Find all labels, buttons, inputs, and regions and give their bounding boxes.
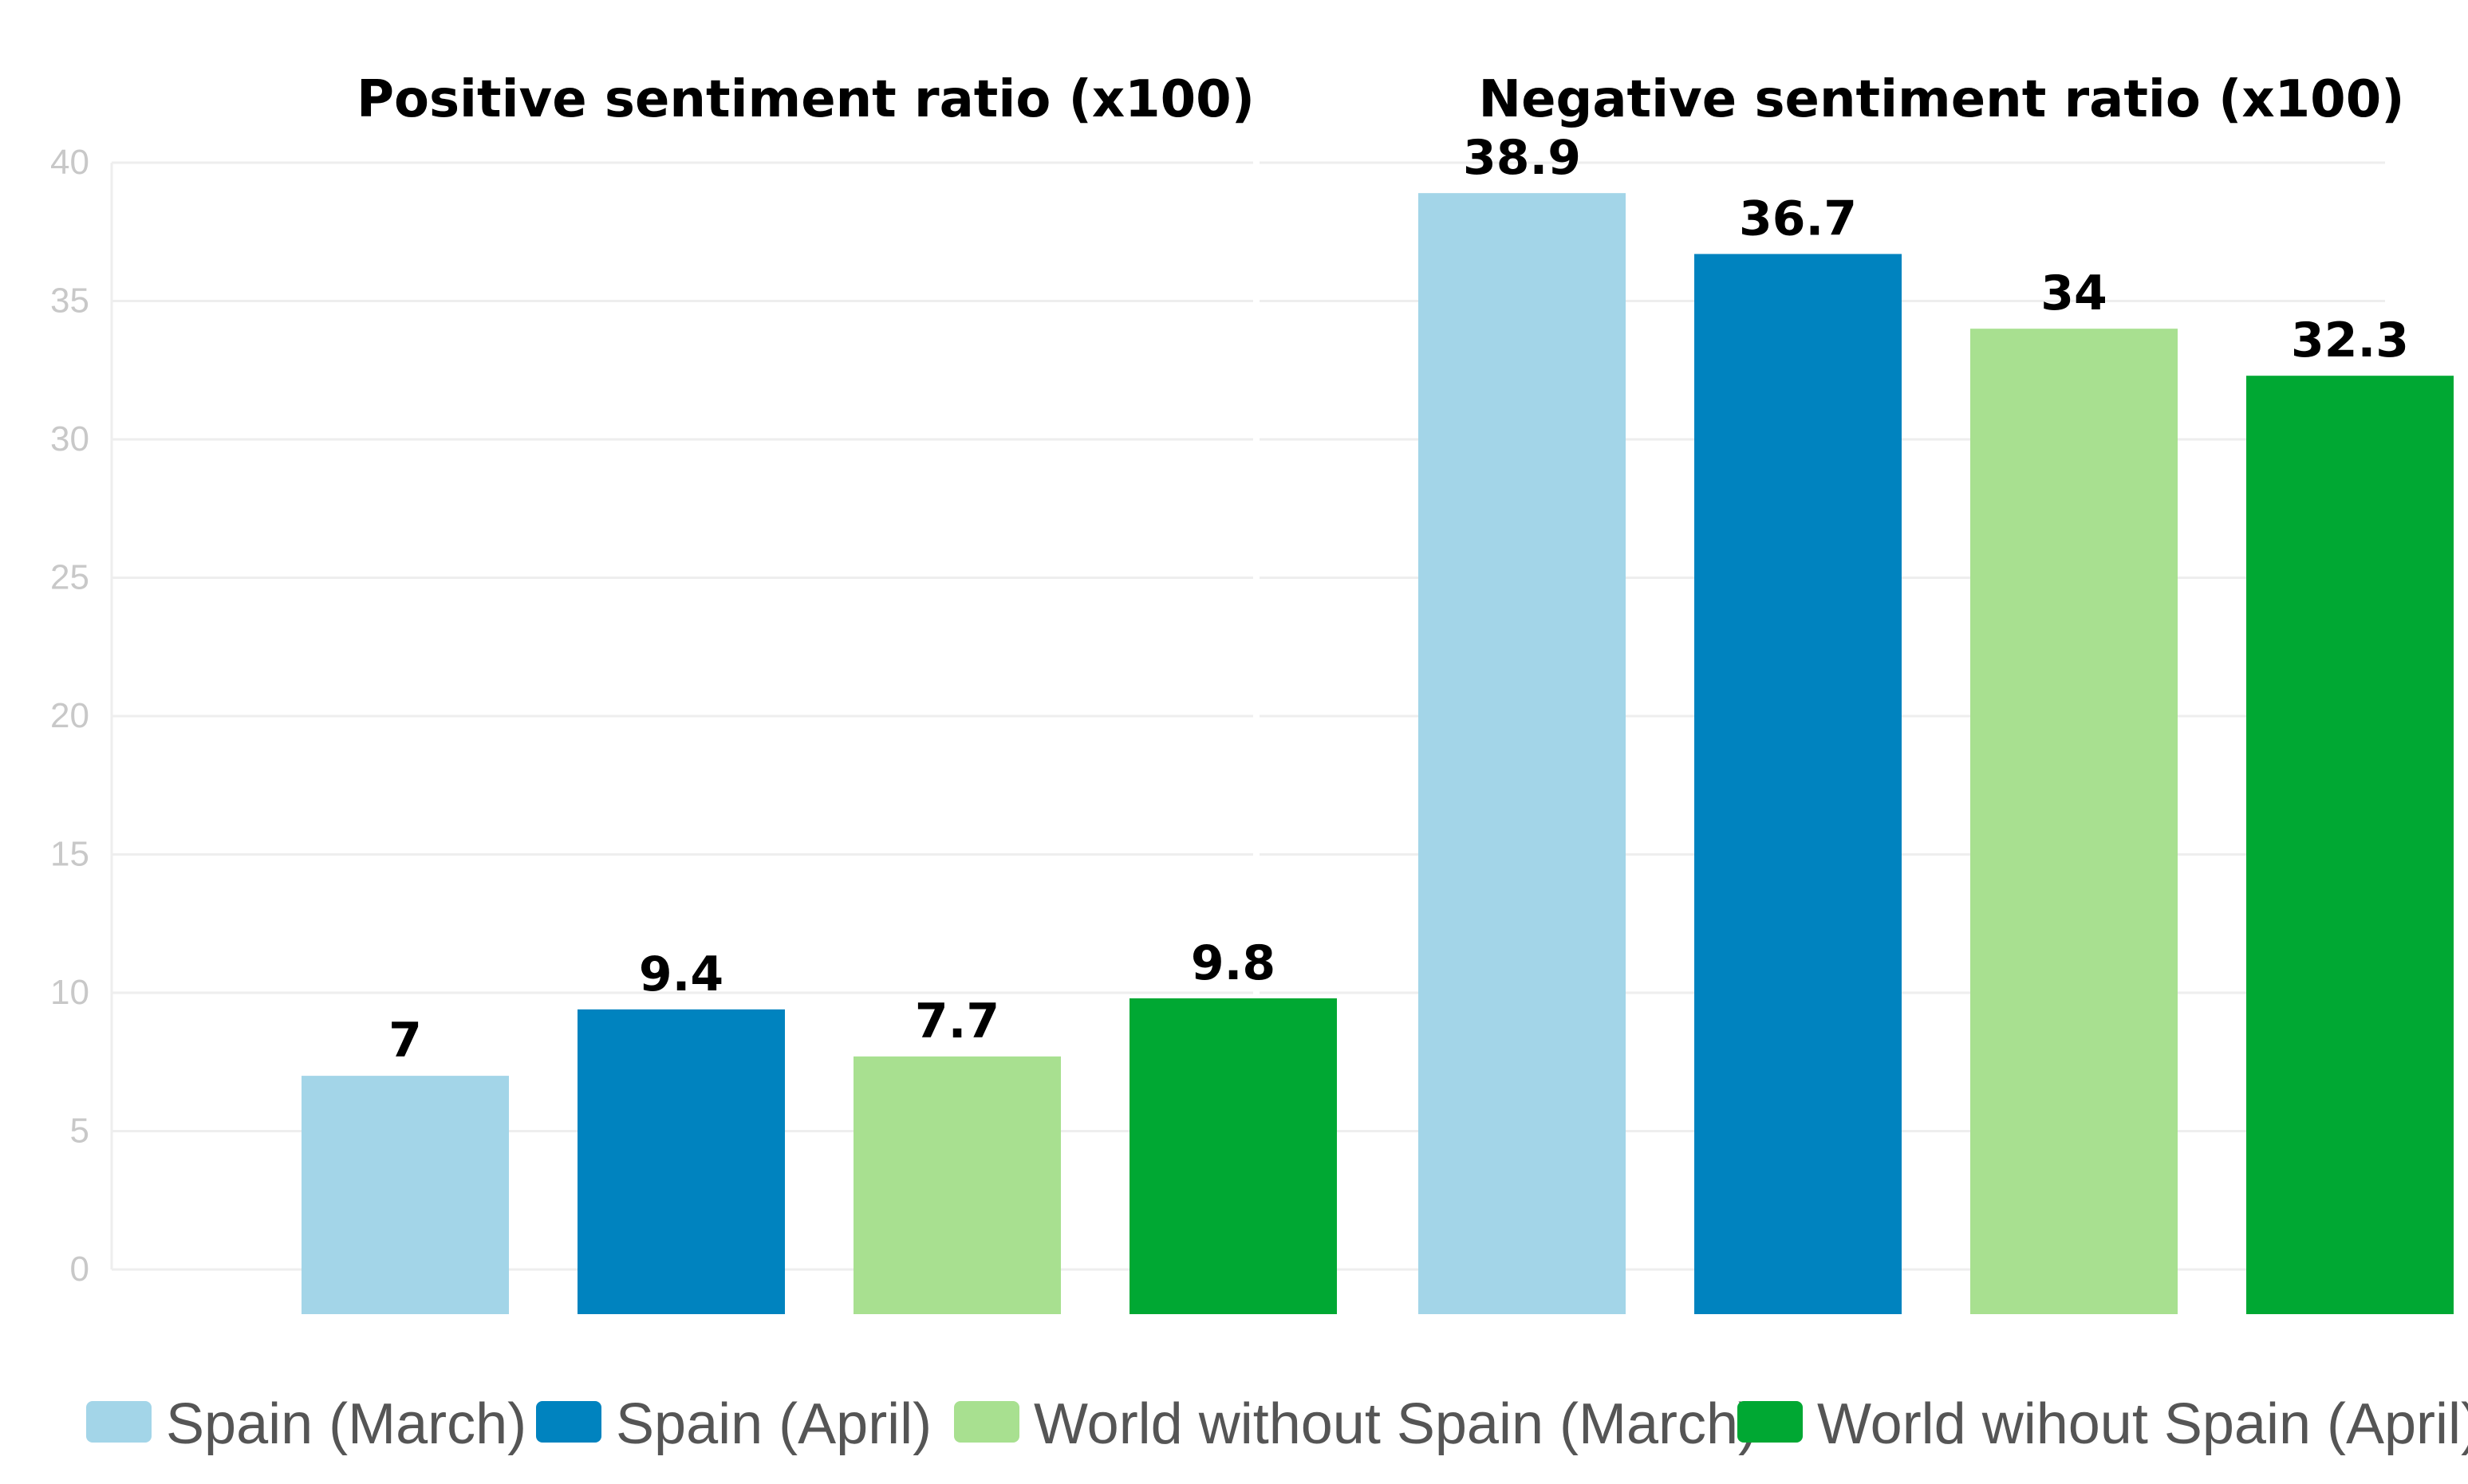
y-tick-label: 35 <box>50 281 89 321</box>
data-label: 32.3 <box>2291 313 2409 368</box>
bar <box>1130 998 1337 1314</box>
panel-title: Positive sentiment ratio (x100) <box>357 70 1255 129</box>
legend-label: World without Spain (March) <box>1034 1392 1757 1456</box>
legend-swatch <box>1737 1401 1803 1443</box>
y-tick-label: 0 <box>70 1250 89 1289</box>
bar <box>1418 193 1626 1314</box>
legend-swatch <box>536 1401 601 1443</box>
panel-title: Negative sentiment ratio (x100) <box>1479 70 2405 129</box>
value-label-layer: 7 9.4 7.7 9.8 38.9 36.7 34 32.3 <box>388 130 2409 1069</box>
bar <box>854 1056 1061 1314</box>
data-label: 9.8 <box>1191 935 1275 991</box>
legend: Spain (March) Spain (April) World without … <box>86 1392 2468 1456</box>
y-tick-label: 30 <box>50 419 89 459</box>
legend-label: Spain (April) <box>616 1392 932 1456</box>
bar <box>1970 329 2178 1315</box>
panel-title-layer: Positive sentiment ratio (x100) Negative … <box>357 70 2404 129</box>
data-label: 9.4 <box>639 947 723 1002</box>
data-label: 38.9 <box>1463 130 1581 186</box>
y-tick-label: 25 <box>50 558 89 597</box>
legend-label: Spain (March) <box>166 1392 526 1456</box>
legend-label: World wihout Spain (April) <box>1817 1392 2468 1456</box>
bar <box>1694 254 1902 1314</box>
y-axis: 0 5 10 15 20 25 30 35 40 <box>50 143 89 1289</box>
y-tick-label: 40 <box>50 143 89 182</box>
bar <box>2246 376 2454 1315</box>
data-label: 36.7 <box>1739 191 1857 247</box>
bar <box>302 1076 509 1314</box>
y-tick-label: 15 <box>50 835 89 874</box>
y-tick-label: 10 <box>50 973 89 1012</box>
bar <box>578 1009 785 1314</box>
y-tick-label: 20 <box>50 696 89 735</box>
legend-swatch <box>86 1401 152 1443</box>
y-tick-label: 5 <box>70 1112 89 1151</box>
data-label: 34 <box>2040 266 2107 321</box>
bar-layer <box>302 193 2454 1315</box>
legend-swatch <box>954 1401 1019 1443</box>
data-label: 7 <box>388 1013 422 1069</box>
data-label: 7.7 <box>915 994 999 1049</box>
